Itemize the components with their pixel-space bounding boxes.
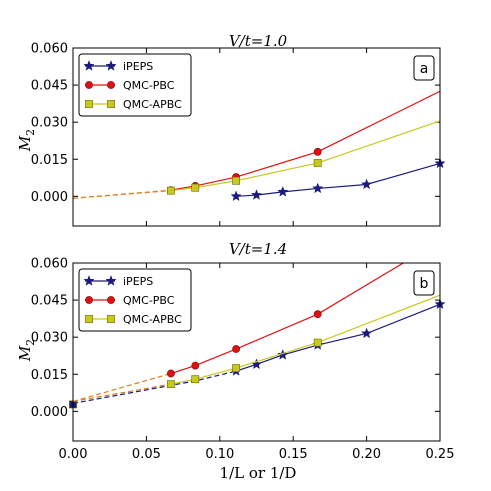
panel-b-legend-marker-ipeps (105, 275, 117, 286)
x-tick-label: 0.10 (205, 447, 234, 462)
x-axis-ticks: 0.00 0.05 0.10 0.15 0.20 0.25 (59, 447, 455, 462)
panel-a-ipeps-point (277, 185, 289, 197)
panel-b-plot (69, 262, 446, 441)
panel-b-legend-marker-qmc-apbc (107, 315, 115, 323)
panel-b-tag-box: b (413, 270, 435, 296)
panel-b-yticks: 0.060 0.045 0.030 0.015 0.000 (31, 257, 440, 420)
panel-b-legend-marker-ipeps (83, 275, 95, 286)
x-axis-label: 1/L or 1/D (220, 464, 297, 482)
panel-b-legend-label-qmc-apbc: QMC-APBC (123, 313, 182, 326)
panel-b-qmc-apbc-point (167, 380, 175, 389)
panel-b-ytick-label: 0.045 (31, 294, 68, 309)
panel-a-legend-marker-ipeps (105, 60, 117, 71)
panel-a-ipeps-point (250, 189, 263, 200)
panel-a-ytick-label: 0.060 (31, 42, 68, 57)
panel-b-qmc-apbc-extrapolation (72, 383, 172, 403)
panel-a-qmc-apbc-point (167, 186, 175, 195)
panel-b-legend-marker-qmc-apbc (85, 315, 93, 323)
panel-b-qmc-pbc-point (167, 369, 175, 378)
panel-a-ytick-label: 0.030 (31, 116, 68, 131)
panel-a-title: V/t=1.0 (229, 32, 288, 50)
panel-a-legend-label-qmc-pbc: QMC-PBC (123, 79, 175, 92)
panel-b-ytick-label: 0.060 (31, 257, 68, 272)
panel-b-qmc-pbc-point (191, 361, 200, 370)
panel-a-legend-marker-qmc-apbc (85, 100, 93, 108)
panel-a-ipeps-point (312, 182, 324, 194)
panel-b-legend-marker-qmc-pbc (85, 296, 93, 304)
panel-a-yticks: 0.060 0.045 0.030 0.015 0.000 (31, 42, 440, 205)
panel-b-qmc-pbc-extrapolation (72, 372, 172, 403)
panel-a-qmc-apbc-point (313, 159, 322, 167)
panel-b-qmc-apbc-fit-line (170, 294, 441, 385)
panel-a-ipeps-line (236, 162, 441, 197)
panel-b-ipeps-point (277, 349, 289, 360)
panel-b-legend-box (78, 268, 192, 332)
panel-a-legend-box (78, 53, 192, 117)
panel-b-qmc-apbc-point (313, 338, 322, 347)
panel-a-ytick-label: 0.015 (31, 153, 68, 168)
panel-a-ytick-label: 0.000 (31, 190, 68, 205)
panel-b-tag: b (420, 276, 429, 292)
x-tick-label: 0.00 (59, 447, 88, 462)
panel-a-tag-box: a (413, 55, 435, 81)
panel-a-ytick-label: 0.045 (31, 79, 68, 94)
panel-b: V/t=1.4 M2 0.060 0.045 0.030 0.015 0.000 iPE… (16, 240, 446, 442)
panel-a-legend-label-ipeps: iPEPS (123, 60, 153, 73)
panel-b-ipeps-point (360, 327, 373, 339)
panel-b-ytick-label: 0.015 (31, 368, 68, 383)
panel-a-legend-label-qmc-apbc: QMC-APBC (123, 98, 182, 111)
panel-b-qmc-pbc-point (232, 345, 240, 353)
panel-a-ylabel: M2 (16, 129, 37, 152)
panel-b-ipeps-line (235, 303, 441, 372)
panel-a-qmc-apbc-extrapolation (72, 190, 171, 199)
panel-b-qmc-pbc-point (313, 310, 322, 319)
panel-a-legend-marker-qmc-pbc (85, 81, 93, 89)
panel-b-ytick-label: 0.030 (31, 331, 68, 346)
x-tick-label: 0.25 (426, 447, 455, 462)
panel-b-qmc-apbc-point (191, 375, 200, 384)
panel-a-ipeps-point (230, 190, 242, 202)
panel-b-qmc-pbc-fit-line (170, 262, 404, 375)
panel-b-legend: iPEPS QMC-PBC QMC-APBC (78, 268, 192, 332)
panel-a-legend-marker-ipeps (83, 60, 95, 71)
panel-a-legend-marker-qmc-apbc (107, 100, 115, 108)
panel-b-legend-label-ipeps: iPEPS (123, 275, 153, 288)
panel-b-ylabel: M2 (16, 339, 37, 362)
panel-a-legend-marker-qmc-pbc (107, 81, 115, 89)
panel-b-legend-marker-qmc-pbc (107, 296, 115, 304)
panel-a-tag: a (420, 61, 429, 77)
panel-b-title: V/t=1.4 (229, 240, 287, 258)
x-tick-label: 0.05 (132, 447, 161, 462)
x-tick-label: 0.15 (279, 447, 308, 462)
panel-a-ipeps-point (360, 178, 373, 190)
panel-b-qmc-apbc-point (232, 364, 240, 372)
panel-b-legend-label-qmc-pbc: QMC-PBC (123, 294, 175, 307)
panel-a-qmc-apbc-point (232, 176, 240, 185)
x-tick-label: 0.20 (352, 447, 381, 462)
panel-a-legend: iPEPS QMC-PBC QMC-APBC (78, 53, 192, 117)
panel-b-ipeps-extrapolation (72, 370, 237, 405)
panel-a: V/t=1.0 M2 0.060 0.045 0.030 0.015 0.000 iPE… (16, 32, 446, 227)
panel-b-ytick-label: 0.000 (31, 405, 68, 420)
panel-b-frame (72, 262, 441, 442)
panel-a-qmc-pbc-point (313, 147, 322, 156)
panel-a-qmc-apbc-point (191, 183, 200, 192)
panel-a-frame (72, 47, 441, 227)
